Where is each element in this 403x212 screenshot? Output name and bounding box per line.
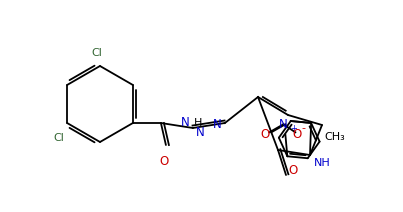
Text: N: N <box>196 127 205 139</box>
Text: N: N <box>181 117 190 130</box>
Text: -: - <box>301 123 305 133</box>
Text: Cl: Cl <box>54 133 64 143</box>
Text: O: O <box>159 155 168 168</box>
Text: +: + <box>290 124 297 133</box>
Text: O: O <box>293 128 302 141</box>
Text: O: O <box>261 128 270 141</box>
Text: H: H <box>194 118 202 128</box>
Text: N: N <box>213 119 222 131</box>
Text: Cl: Cl <box>91 48 102 58</box>
Text: NH: NH <box>314 158 331 168</box>
Text: CH₃: CH₃ <box>324 132 345 142</box>
Text: O: O <box>288 164 297 177</box>
Text: N: N <box>279 118 288 131</box>
Text: HH: HH <box>195 124 197 125</box>
